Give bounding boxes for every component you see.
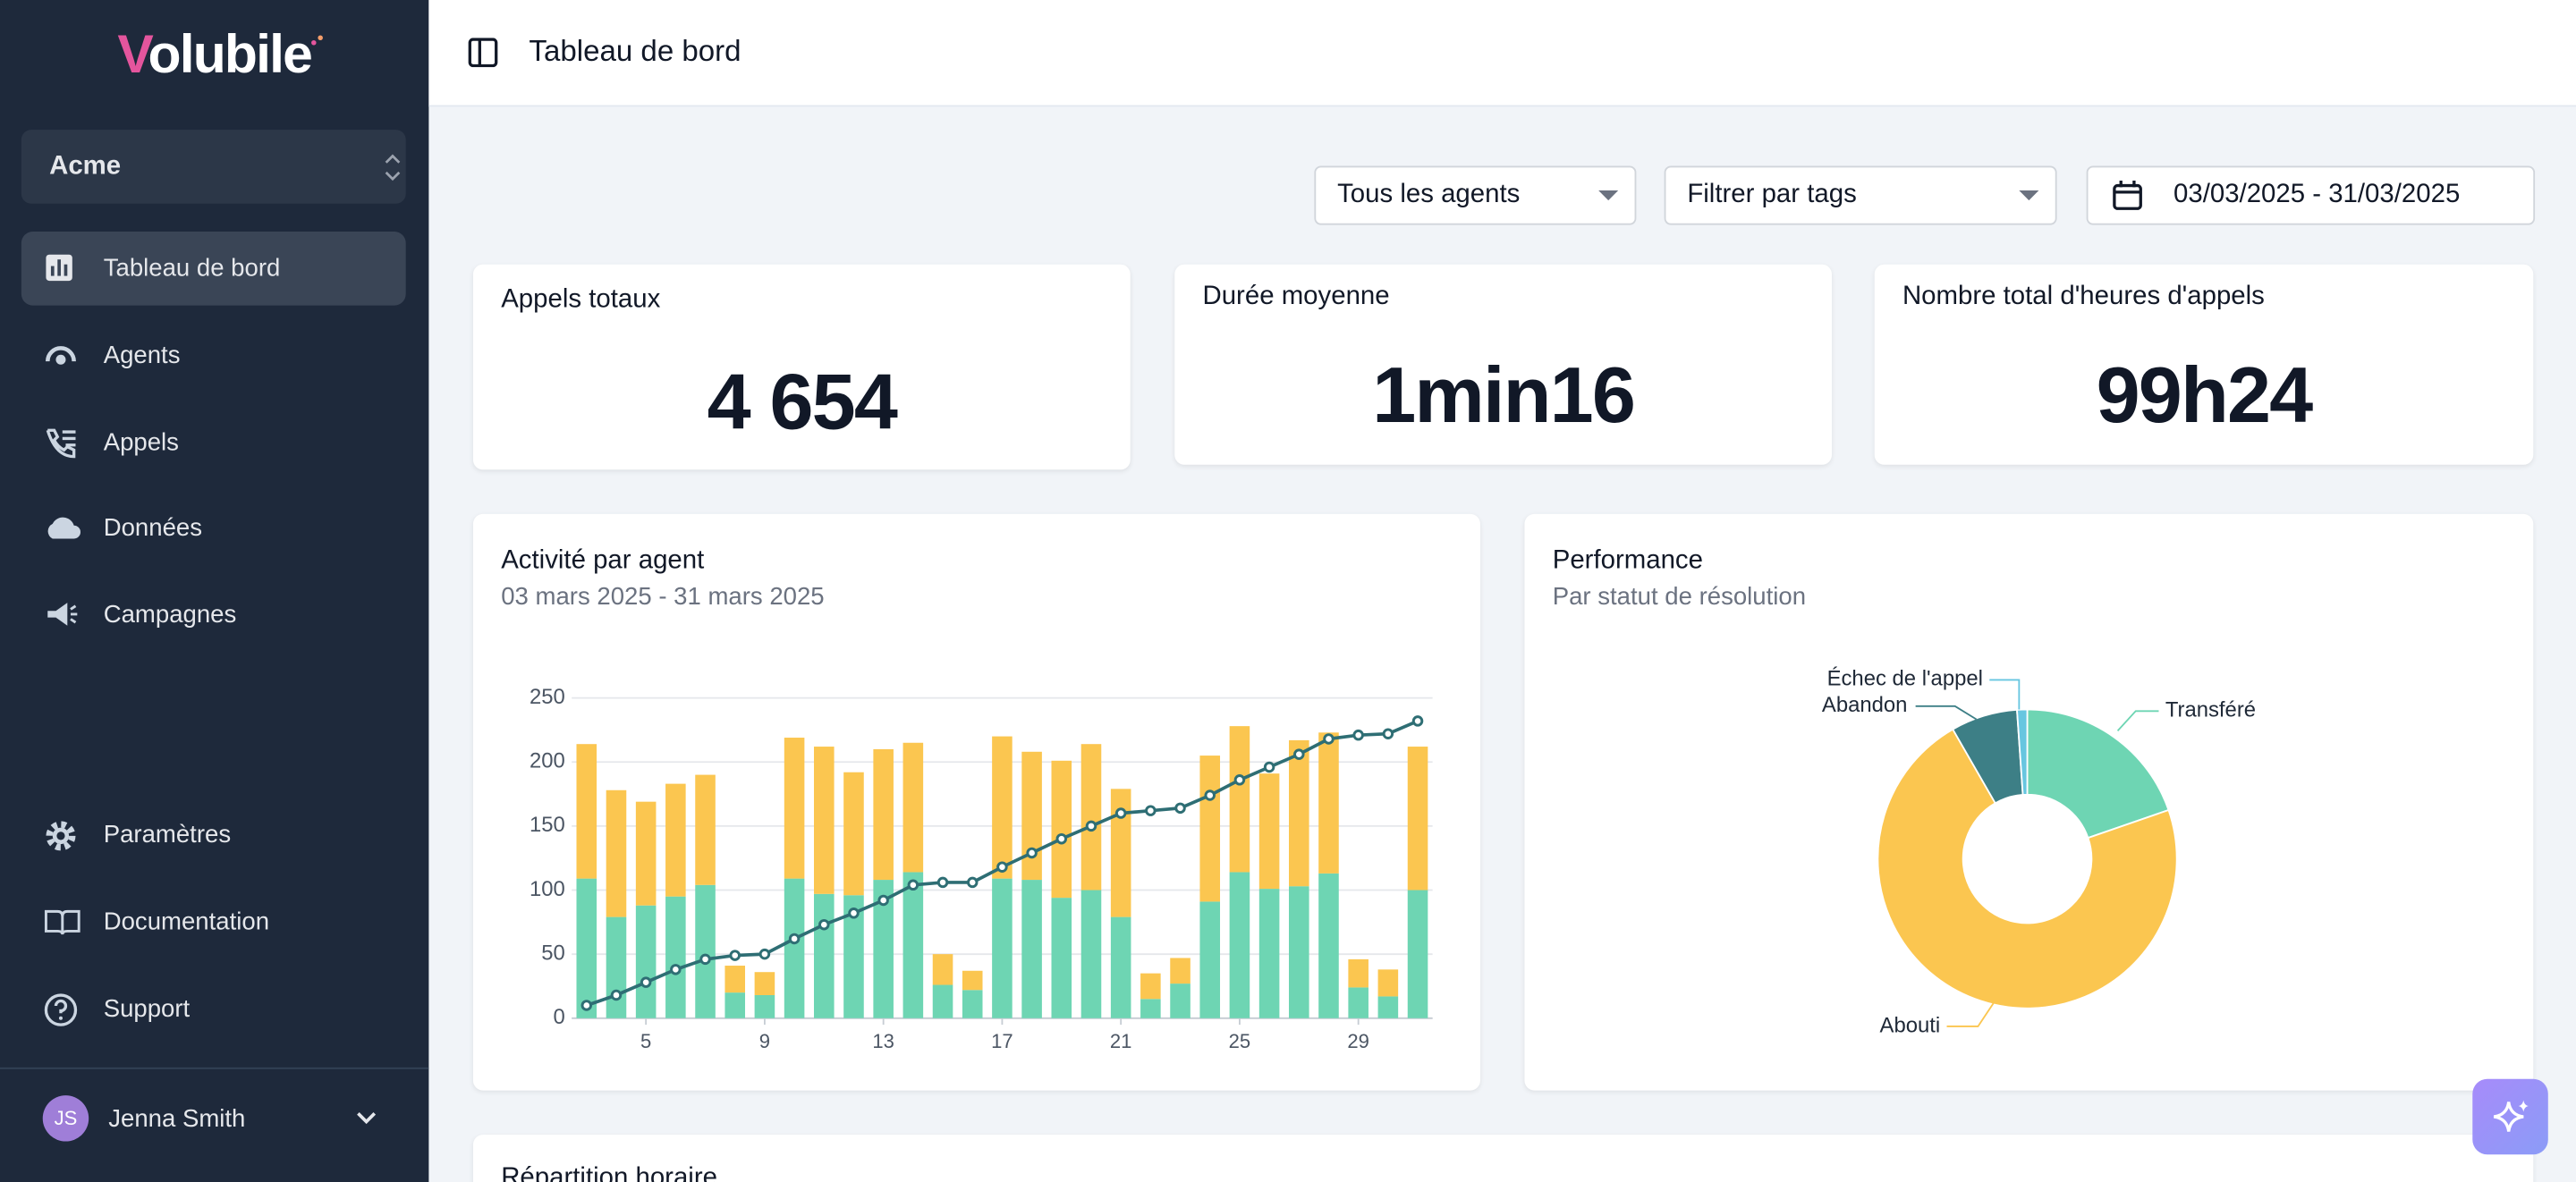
kpi-label: Appels totaux: [501, 285, 661, 314]
nav-label: Appels: [103, 428, 179, 457]
nav-icon: [47, 603, 78, 626]
nav-item[interactable]: Tableau de bord: [21, 231, 406, 306]
kpi-label: Durée moyenne: [1202, 282, 1390, 311]
nav-icon: [46, 821, 76, 851]
user-name: Jenna Smith: [108, 1105, 246, 1134]
user-menu[interactable]: JS Jenna Smith: [0, 1067, 429, 1182]
organization: Acme: [49, 152, 122, 182]
nav-label: Paramètres: [103, 821, 232, 849]
chart-subtitle: Par statut de résolution: [1552, 583, 1807, 612]
kpi-value: 4 654: [707, 359, 898, 447]
nav-icon: [47, 517, 81, 539]
nav-item[interactable]: Paramètres: [21, 798, 406, 873]
nav-icon: [44, 909, 80, 935]
nav-icon: [46, 428, 76, 459]
sidebar-toggle[interactable]: [468, 38, 498, 68]
sparkle-icon: [2493, 1100, 2529, 1132]
chart-card: Performance Par statut de résolution: [1524, 513, 2534, 1091]
kpi-card: Nombre total d'heures d'appels 99h24: [1874, 264, 2534, 465]
header: Tableau de bord: [428, 0, 2576, 107]
chart-subtitle: 03 mars 2025 - 31 mars 2025: [501, 583, 825, 612]
nav-label: Documentation: [103, 908, 270, 936]
kpi-value: 1min16: [1372, 352, 1636, 441]
nav-item[interactable]: Données: [21, 491, 406, 565]
nav-icon: [46, 254, 72, 282]
chart-title: Performance: [1552, 546, 1703, 575]
nav-item[interactable]: Appels: [21, 406, 406, 480]
section-card: Répartition horaire: [472, 1135, 2534, 1182]
calendar-icon: [2113, 181, 2142, 210]
kpi-card: Appels totaux 4 654: [472, 264, 1131, 470]
page-title: Tableau de bord: [529, 34, 741, 68]
nav-item[interactable]: Agents: [21, 318, 406, 393]
sidebar: Volubile Acme Tableau de bord Agents App…: [0, 0, 429, 1182]
nav-label: Tableau de bord: [103, 254, 281, 283]
date-range: 03/03/2025 - 31/03/2025: [2174, 181, 2461, 209]
user-avatar: JS: [42, 1095, 89, 1142]
nav-item[interactable]: Support: [21, 972, 406, 1046]
nav-label: Agents: [103, 342, 181, 370]
tag-filter[interactable]: Filtrer par tags: [1664, 165, 2057, 225]
nav-label: Campagnes: [103, 601, 237, 629]
date-filter[interactable]: 03/03/2025 - 31/03/2025: [2086, 165, 2536, 225]
nav-label: Support: [103, 995, 191, 1024]
logo[interactable]: Volubile: [117, 22, 312, 84]
organization-select[interactable]: Acme: [21, 130, 406, 204]
nav-icon: [45, 346, 76, 365]
section-title: Répartition horaire: [501, 1164, 717, 1182]
chart-title: Activité par agent: [501, 546, 705, 575]
nav-item[interactable]: Documentation: [21, 885, 406, 959]
agent-filter[interactable]: Tous les agents: [1314, 165, 1637, 225]
nav-icon: [44, 993, 78, 1026]
nav-label: Données: [103, 513, 203, 543]
kpi-card: Durée moyenne 1min16: [1174, 264, 1832, 465]
chevron: [357, 1112, 377, 1125]
kpi-label: Nombre total d'heures d'appels: [1902, 282, 2265, 311]
filter-label: Tous les agents: [1337, 181, 1521, 209]
select-icon: [385, 154, 401, 182]
logo-sparkle: [311, 35, 323, 46]
nav-item[interactable]: Campagnes: [21, 578, 406, 653]
filter-label: Filtrer par tags: [1687, 181, 1857, 209]
kpi-value: 99h24: [2096, 352, 2314, 441]
chart-card: Activité par agent 03 mars 2025 - 31 mars…: [472, 513, 1480, 1091]
assistant-button[interactable]: [2472, 1078, 2548, 1155]
